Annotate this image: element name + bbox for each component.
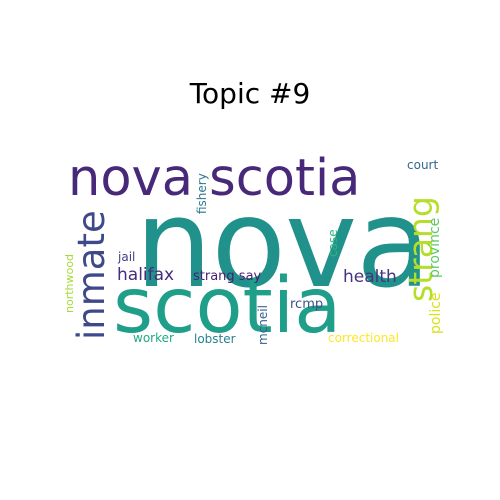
word-scotia: scotia	[113, 262, 342, 351]
word-northwood: northwood	[63, 254, 76, 313]
plot-title: Topic #9	[189, 77, 311, 110]
word-police: police	[428, 292, 444, 334]
word-correctional: correctional	[328, 331, 399, 345]
word-case: case	[326, 229, 340, 257]
word-halifax: halifax	[117, 265, 175, 285]
word-jail: jail	[118, 250, 136, 264]
word-mcneil: mcneil	[256, 305, 270, 345]
word-health: health	[343, 267, 397, 287]
word-strang-say: strang say	[193, 269, 262, 284]
word-rcmp: rcmp	[290, 297, 324, 312]
word-province: province	[427, 217, 443, 278]
word-court: court	[407, 158, 439, 172]
word-fishery: fishery	[195, 173, 209, 214]
word-nova-scotia: nova scotia	[68, 149, 361, 208]
word-inmate: inmate	[70, 210, 113, 340]
word-worker: worker	[133, 331, 174, 345]
word-lobster: lobster	[194, 332, 236, 346]
word-nova: nova	[135, 173, 431, 315]
